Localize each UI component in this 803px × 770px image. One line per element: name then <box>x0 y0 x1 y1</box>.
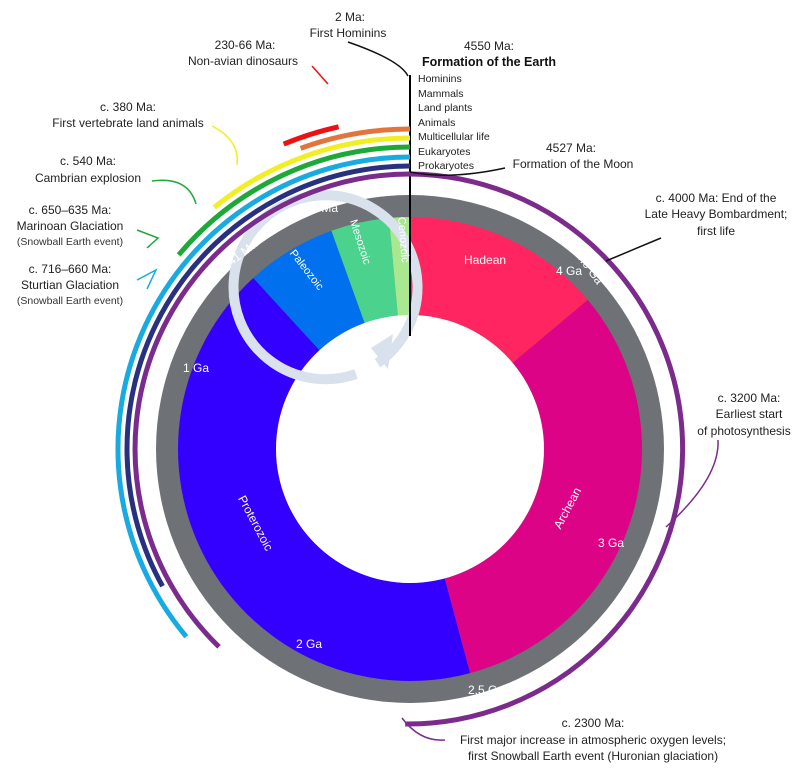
lhb-line-1: c. 4000 Ma: End of the <box>656 191 777 205</box>
tick-2-ga: 2 Ga <box>296 637 322 651</box>
earth-time: 4550 Ma: <box>464 39 514 53</box>
callout-lines <box>136 41 719 741</box>
callout-line-8 <box>665 439 719 528</box>
callout-line-3 <box>211 125 239 166</box>
arc-land-plants <box>212 135 411 210</box>
cambrian-text: Cambrian explosion <box>35 171 141 185</box>
wedge-mesozoic <box>331 217 398 323</box>
legend-land-plants: Land plants <box>418 102 472 114</box>
life-arcs <box>115 124 686 727</box>
sturtian-time: c. 716–660 Ma: <box>29 262 112 276</box>
wedge-archean <box>444 299 642 674</box>
dinosaurs-text: Non-avian dinosaurs <box>188 54 298 68</box>
wedge-hadean <box>410 217 588 363</box>
legend-prokaryotes: Prokaryotes <box>418 160 474 172</box>
arc-eukaryotes <box>124 163 411 588</box>
sturtian-text: Sturtian Glaciation <box>21 278 119 292</box>
arrow-head-icon <box>371 334 393 369</box>
label-hadean: Hadean <box>464 253 506 267</box>
photosynthesis-line-3: of photosynthesis <box>697 424 790 438</box>
legend-mammals: Mammals <box>418 88 464 100</box>
label-cenozoic: Cenozoic <box>395 216 411 263</box>
lhb-line-3: first life <box>697 224 735 238</box>
tick-66-ma: 66 Ma <box>367 182 401 196</box>
callout-line-4 <box>151 179 197 205</box>
hominins-text: First Hominins <box>310 26 387 40</box>
tick-1-ga: 1 Ga <box>183 361 209 375</box>
callout-line-7 <box>605 237 662 262</box>
arc-prokaryotes <box>132 171 411 649</box>
tick-4-ga: 4 Ga <box>556 264 582 278</box>
callout-line-5 <box>136 229 160 249</box>
dinosaurs-time: 230-66 Ma: <box>215 38 276 52</box>
cambrian-time: c. 540 Ma: <box>60 154 116 168</box>
oxygen-line-3: first Snowball Earth event (Huronian gla… <box>468 749 718 763</box>
callout-line-2 <box>409 167 506 176</box>
lhb-line-2: Late Heavy Bombardment; <box>645 207 788 221</box>
sturtian-note: (Snowball Earth event) <box>17 295 123 307</box>
oxygen-line-1: c. 2300 Ma: <box>562 716 625 730</box>
vertebrates-time: c. 380 Ma: <box>100 100 156 114</box>
wedge-proterozoic <box>178 277 471 681</box>
arc-animals <box>176 144 411 257</box>
hominins-time: 2 Ma: <box>335 10 365 24</box>
tick-3-ga: 3 Ga <box>598 536 624 550</box>
legend-eukaryotes: Eukaryotes <box>418 146 471 158</box>
earth-text: Formation of the Earth <box>422 55 556 69</box>
arc-prokaryotes-right <box>405 171 686 727</box>
tick-252-ma: 252 Ma <box>298 201 338 215</box>
marinoan-time: c. 650–635 Ma: <box>29 203 112 217</box>
callout-line-0 <box>347 41 409 77</box>
vertebrates-text: First vertebrate land animals <box>52 116 203 130</box>
callout-line-9 <box>401 717 446 741</box>
marinoan-note: (Snowball Earth event) <box>17 236 123 248</box>
arc-mammals <box>299 126 411 151</box>
callout-line-1 <box>311 65 329 85</box>
legend-hominins: Hominins <box>418 73 462 85</box>
center-disc <box>276 315 544 583</box>
moon-text: Formation of the Moon <box>513 157 634 171</box>
legend-animals: Animals <box>418 117 455 129</box>
callout-line-6 <box>136 268 158 290</box>
photosynthesis-line-2: Earliest start <box>716 407 783 421</box>
photosynthesis-line-1: c. 3200 Ma: <box>718 391 781 405</box>
tick-2-5-ga: 2.5 Ga <box>468 683 504 697</box>
eon-wedges <box>178 217 642 681</box>
oxygen-line-2: First major increase in atmospheric oxyg… <box>460 733 726 747</box>
tick-4-6-ga: 4.6 Ga <box>411 179 447 193</box>
arc-multicellular-life <box>115 154 411 639</box>
moon-time: 4527 Ma: <box>546 141 596 155</box>
arc-dinosaurs <box>282 124 340 147</box>
marinoan-text: Marinoan Glaciation <box>17 219 124 233</box>
legend-multicellular: Multicellular life <box>418 131 490 143</box>
wedge-paleozoic <box>253 230 365 351</box>
